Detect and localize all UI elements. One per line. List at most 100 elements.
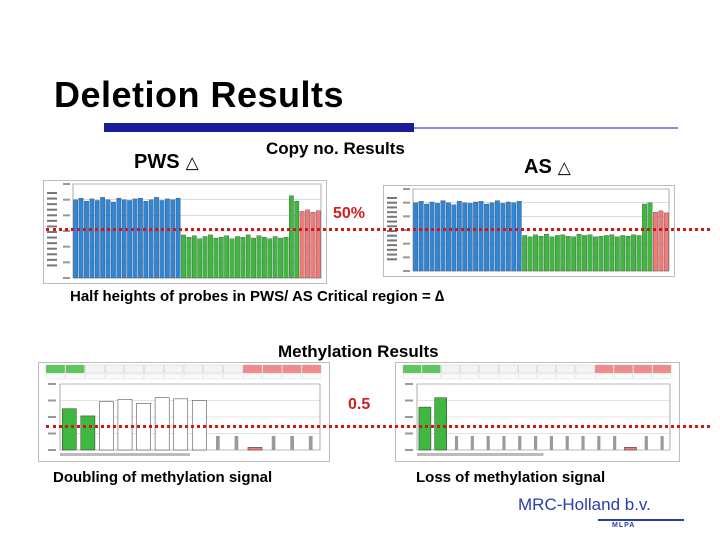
bar [549,236,555,272]
pws-label-text: PWS [134,151,180,173]
bar [235,236,240,279]
tick-mark [63,261,70,264]
value-cell [614,373,633,380]
tick-mark [403,256,410,259]
bar [94,200,100,279]
logo-subtitle: MLPA [612,522,636,529]
bar [593,236,598,272]
probe-label [549,436,553,450]
bar [310,212,316,279]
bar [251,237,256,279]
legend-mark [387,234,397,237]
bar [175,197,181,279]
bar [434,397,447,451]
legend-mark [387,230,397,232]
bar [186,237,192,279]
bar [121,199,127,279]
bar [663,212,669,272]
bar [435,203,440,272]
bar [653,212,658,272]
probe-label [470,436,474,450]
probe-label [454,436,459,450]
bar [181,234,186,279]
title-rule-light [414,127,678,129]
bar [245,234,251,279]
bar [538,236,544,272]
legend-mark [387,253,397,256]
bar [429,201,435,272]
bar [283,237,289,279]
value-cell [164,373,184,380]
bar [451,204,457,272]
value-cell [45,373,65,380]
bar [446,202,451,272]
probe-label [534,436,538,450]
copy-reference-line [46,228,710,231]
slide-title: Deletion Results [54,74,345,115]
legend-mark [387,258,397,261]
bar [598,236,604,272]
pws-methylation-chart [38,362,330,462]
bar [127,200,132,279]
header-cell [575,364,595,374]
bar [522,235,528,272]
bar [418,201,424,272]
as-copy-number-chart [383,185,675,277]
bar [278,237,283,279]
bar [489,202,495,272]
tick-mark [48,399,56,402]
bar [456,201,462,272]
tick-mark [48,449,56,451]
legend-mark [47,214,57,217]
company-logo: MRC-Holland b.v. [518,495,651,514]
value-cell [422,373,441,380]
bar [642,203,647,272]
value-cell [282,373,302,380]
legend-mark [47,258,57,261]
bar [159,200,165,279]
bar [571,236,577,272]
probe-label [502,436,506,450]
header-cell [460,364,480,374]
bar [587,234,593,272]
probe-label [581,436,585,450]
bar [191,235,197,279]
footer-text [417,453,544,456]
bar [478,201,484,272]
tick-mark [405,399,413,402]
bar [527,236,533,272]
legend-mark [47,253,57,256]
value-cell [460,373,480,380]
bar [240,237,246,279]
value-cell [104,373,125,380]
value-cell [575,373,595,380]
doubling-caption: Doubling of methylation signal [53,469,273,486]
legend-mark [387,239,397,242]
fifty-percent-label: 50% [333,205,366,222]
value-cell [144,373,164,380]
header-cell [282,364,302,374]
as-label-text: AS [524,156,552,178]
pws-copy-number-chart [43,180,327,284]
probe-label [597,436,601,450]
bar [440,200,446,272]
legend-mark [47,203,57,206]
probe-label [290,436,294,450]
value-cell [85,373,105,380]
methylation-reference-line [46,425,710,428]
bar [636,235,642,272]
header-cell [556,364,576,374]
header-cell [164,364,184,374]
bar [202,236,208,279]
bar [262,237,267,279]
bar [516,201,522,272]
header-cell [594,364,614,374]
bar [73,199,79,279]
header-cell [422,364,441,374]
pws-label: PWS △ [134,151,199,174]
half-methylation-label: 0.5 [348,396,371,413]
legend-mark [47,247,57,250]
value-cell [223,373,243,380]
probe-label [660,436,664,450]
probe-label [234,436,239,450]
